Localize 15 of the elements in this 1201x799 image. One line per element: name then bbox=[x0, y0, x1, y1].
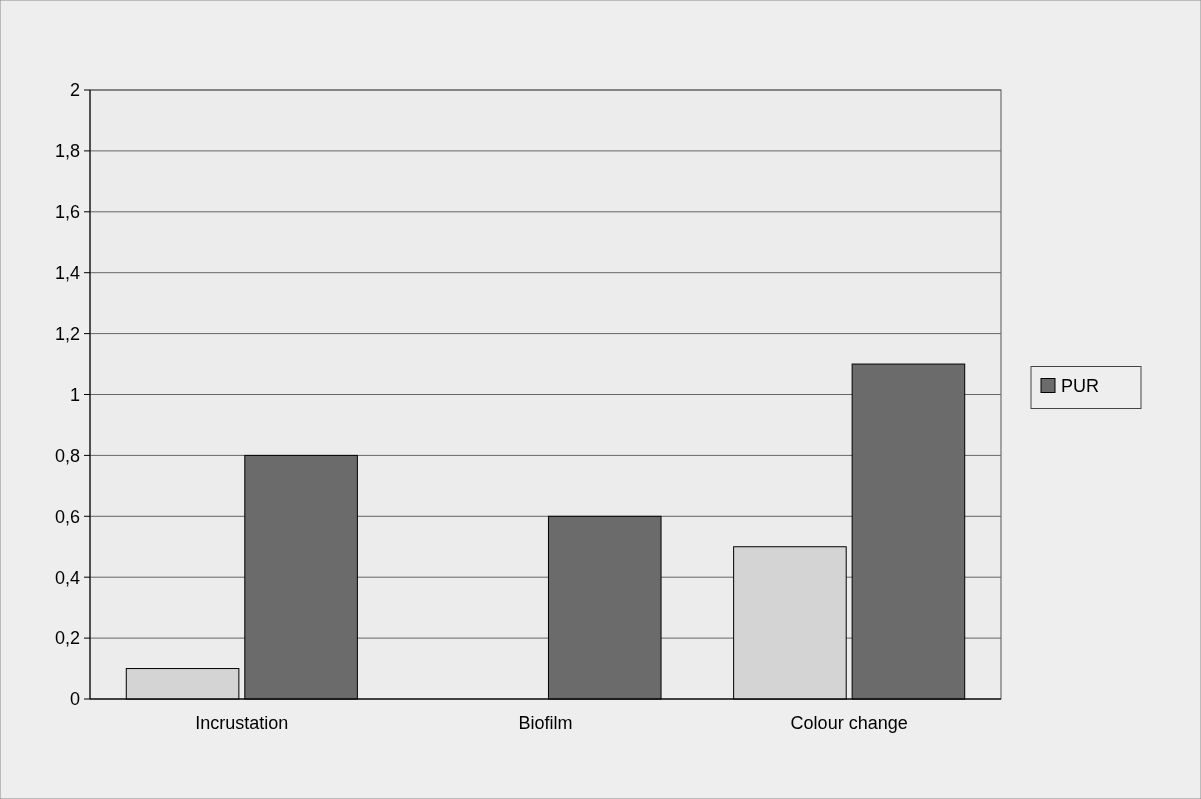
y-tick-label: 0,4 bbox=[54, 567, 80, 588]
y-tick-label: 0,6 bbox=[54, 506, 80, 527]
x-tick-label: Incrustation bbox=[195, 713, 289, 733]
y-tick-label: 0 bbox=[69, 689, 80, 710]
x-tick-label: Biofilm bbox=[518, 713, 573, 733]
y-tick-label: 2 bbox=[69, 80, 80, 101]
y-tick-label: 1,2 bbox=[54, 323, 80, 344]
y-tick-label: 1,4 bbox=[54, 263, 80, 283]
legend-label: PUR bbox=[1061, 375, 1100, 396]
y-tick-label: 1,8 bbox=[54, 141, 80, 162]
y-tick-label: 1 bbox=[69, 384, 80, 405]
y-tick-label: 0,2 bbox=[54, 628, 80, 649]
x-tick-label: Colour change bbox=[790, 713, 908, 733]
y-tick-label: 0,8 bbox=[54, 445, 80, 466]
y-tick-label: 1,6 bbox=[54, 202, 80, 223]
